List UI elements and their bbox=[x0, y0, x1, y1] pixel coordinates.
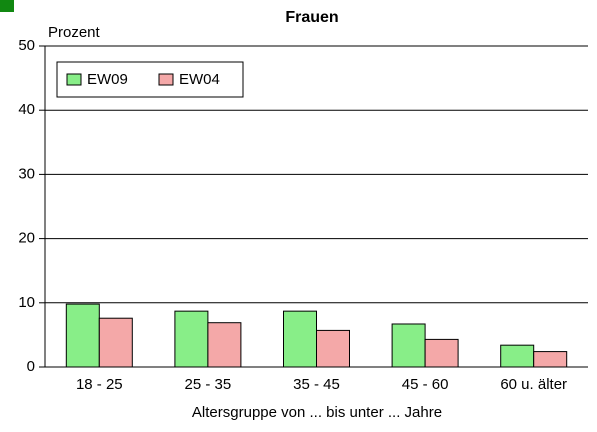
bar bbox=[391, 323, 426, 368]
bar bbox=[283, 310, 317, 368]
bar bbox=[424, 338, 459, 368]
x-tick-label: 18 - 25 bbox=[76, 376, 123, 393]
chart-title: Frauen bbox=[285, 9, 338, 26]
x-tick-label: 35 - 45 bbox=[293, 376, 340, 393]
y-tick-label: 10 bbox=[18, 294, 35, 311]
bar bbox=[174, 310, 209, 368]
x-tick-label: 45 - 60 bbox=[402, 376, 449, 393]
x-axis-label: Altersgruppe von ... bis unter ... Jahre bbox=[192, 404, 442, 421]
bar bbox=[65, 303, 100, 368]
x-tick-label: 60 u. älter bbox=[500, 376, 567, 393]
y-tick-label: 50 bbox=[18, 37, 35, 54]
y-tick-label: 30 bbox=[18, 165, 35, 182]
y-tick-label: 20 bbox=[18, 230, 35, 247]
corner-icon bbox=[0, 0, 14, 12]
legend-swatch bbox=[158, 73, 174, 86]
legend-box bbox=[56, 61, 244, 98]
bar bbox=[533, 351, 568, 368]
y-tick-label: 0 bbox=[27, 358, 35, 375]
bar bbox=[316, 329, 350, 368]
bar bbox=[207, 322, 242, 368]
x-tick-label: 25 - 35 bbox=[185, 376, 232, 393]
bar bbox=[98, 317, 133, 368]
legend-swatch bbox=[66, 73, 82, 86]
y-axis-label: Prozent bbox=[48, 24, 101, 41]
legend-label: EW09 bbox=[87, 71, 128, 88]
bar bbox=[500, 344, 535, 368]
legend-label: EW04 bbox=[179, 71, 220, 88]
y-tick-label: 40 bbox=[18, 101, 35, 118]
